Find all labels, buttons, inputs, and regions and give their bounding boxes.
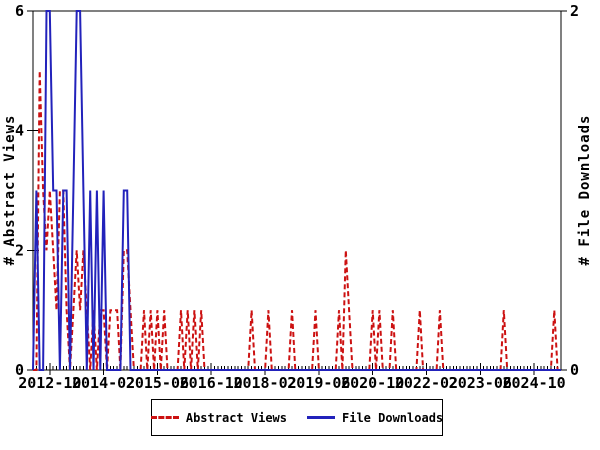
left-tick-label: 2 <box>15 241 24 259</box>
left-tick-label: 6 <box>15 2 24 20</box>
legend-item-file-downloads: File Downloads <box>307 411 443 425</box>
right-tick-label: 0 <box>570 361 579 379</box>
x-tick-label: 2022-02 <box>395 374 458 392</box>
plot-frame <box>32 10 562 371</box>
legend-label-file-downloads: File Downloads <box>342 410 444 425</box>
left-tick-label: 0 <box>15 361 24 379</box>
x-tick-label: 2019-06 <box>287 374 350 392</box>
legend-item-abstract-views: Abstract Views <box>150 410 287 425</box>
x-tick-label: 2015-06 <box>126 374 189 392</box>
x-tick-label: 2023-06 <box>449 374 512 392</box>
x-tick-label: 2018-02 <box>233 374 296 392</box>
left-axis-title: # Abstract Views <box>2 115 18 266</box>
legend: Abstract Views File Downloads <box>150 399 443 436</box>
left-tick-label: 4 <box>15 122 24 140</box>
abstract-views-line-sample <box>150 416 179 419</box>
legend-label-abstract-views: Abstract Views <box>185 410 287 425</box>
series-line-file-downloads <box>32 10 561 371</box>
x-tick-label: 2016-10 <box>180 374 243 392</box>
file-downloads-line-sample <box>307 416 335 419</box>
x-tick-label: 2020-10 <box>341 374 404 392</box>
right-axis-title: # File Downloads <box>577 115 593 266</box>
x-tick-label: 2012-10 <box>18 374 81 392</box>
x-tick-label: 2024-10 <box>502 374 565 392</box>
right-tick-label: 2 <box>570 2 579 20</box>
series-line-abstract-views <box>33 70 561 371</box>
x-tick-label: 2014-02 <box>72 374 135 392</box>
